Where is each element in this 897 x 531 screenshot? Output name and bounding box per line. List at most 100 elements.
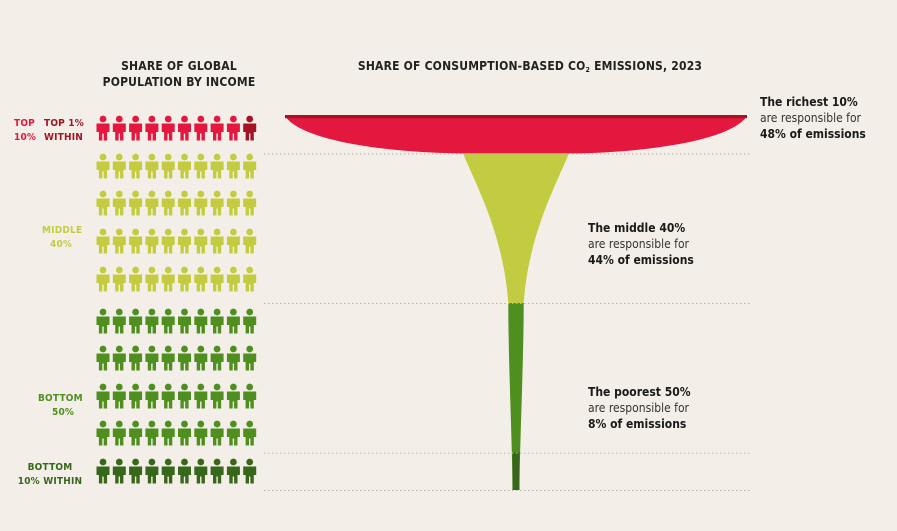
- person-icon: [210, 345, 224, 371]
- person-icon: [210, 228, 224, 254]
- person-icon: [243, 420, 257, 446]
- person-icon: [226, 308, 240, 334]
- person-icon: [96, 345, 110, 371]
- person-icon: [145, 266, 159, 292]
- person-icon: [112, 228, 126, 254]
- person-icon: [161, 115, 175, 141]
- label-middle-line-2: 40%: [50, 239, 73, 250]
- person-icon: [112, 308, 126, 334]
- person-icon: [194, 190, 208, 216]
- person-icon: [112, 458, 126, 484]
- person-icon: [129, 383, 143, 409]
- callout-middle-line-1: The middle 40%: [588, 221, 686, 235]
- funnel-band-top-1: [285, 115, 747, 119]
- population-chart-title: SHARE OF GLOBAL POPULATION BY INCOME: [96, 58, 262, 90]
- funnel-band-bottom-10: [512, 452, 520, 490]
- callout-poorest-line-3: 8% of emissions: [588, 417, 687, 431]
- person-icon: [210, 153, 224, 179]
- person-icon: [112, 153, 126, 179]
- person-icon: [129, 308, 143, 334]
- label-bottom-10-line-2: 10% WITHIN: [17, 476, 83, 487]
- person-icon: [112, 115, 126, 141]
- label-middle-line-1: MIDDLE: [42, 225, 83, 236]
- person-icon: [129, 228, 143, 254]
- emissions-title-pre: SHARE OF CONSUMPTION-BASED CO: [357, 59, 586, 73]
- person-icon: [96, 153, 110, 179]
- person-icon: [194, 266, 208, 292]
- label-top-10-line-2: 10%: [14, 132, 37, 143]
- callout-richest: The richest 10% are responsible for 48% …: [760, 94, 866, 142]
- emissions-funnel: [285, 115, 747, 490]
- guide-lines: [264, 153, 752, 491]
- person-icon: [226, 383, 240, 409]
- person-icon: [145, 420, 159, 446]
- person-icon: [194, 420, 208, 446]
- person-icon: [243, 458, 257, 484]
- person-icon: [210, 115, 224, 141]
- person-icon: [226, 458, 240, 484]
- person-icon: [226, 266, 240, 292]
- person-icon: [194, 458, 208, 484]
- emissions-chart-title: SHARE OF CONSUMPTION-BASED CO2 EMISSIONS…: [330, 58, 730, 78]
- label-bottom-10-within: BOTTOM 10% WITHIN: [16, 461, 84, 489]
- person-icon: [243, 190, 257, 216]
- person-icon: [178, 308, 191, 334]
- person-icon: [161, 228, 175, 254]
- person-icon: [178, 345, 191, 371]
- label-top-1-line-1: TOP 1%: [44, 118, 84, 129]
- person-icon: [226, 153, 240, 179]
- population-title-line-1: SHARE OF GLOBAL: [121, 59, 237, 73]
- person-icon: [145, 228, 159, 254]
- person-icon: [145, 115, 159, 141]
- person-icon: [194, 115, 208, 141]
- population-grid: [96, 115, 257, 484]
- callout-richest-line-1: The richest 10%: [760, 95, 858, 109]
- person-icon: [161, 458, 175, 484]
- label-top-10-line-1: TOP: [14, 118, 35, 129]
- person-icon: [112, 420, 126, 446]
- person-icon: [161, 266, 175, 292]
- person-icon: [161, 383, 175, 409]
- label-top-1-within: TOP 1% WITHIN: [44, 117, 84, 145]
- person-icon: [226, 190, 240, 216]
- person-icon: [96, 383, 110, 409]
- person-icon: [178, 115, 191, 141]
- person-icon: [243, 266, 257, 292]
- person-icon: [178, 266, 191, 292]
- person-icon: [243, 383, 257, 409]
- emissions-title-post: EMISSIONS, 2023: [590, 59, 703, 73]
- person-icon: [129, 345, 143, 371]
- person-icon: [194, 228, 208, 254]
- person-icon: [129, 458, 143, 484]
- person-icon: [178, 420, 191, 446]
- callout-middle: The middle 40% are responsible for 44% o…: [588, 220, 694, 268]
- person-icon: [226, 115, 240, 141]
- label-middle-40: MIDDLE 40%: [42, 224, 82, 252]
- person-icon: [129, 153, 143, 179]
- person-icon: [243, 153, 257, 179]
- person-icon: [178, 228, 191, 254]
- person-icon: [96, 420, 110, 446]
- person-icon: [161, 153, 175, 179]
- callout-richest-line-3: 48% of emissions: [760, 127, 866, 141]
- person-icon: [243, 308, 257, 334]
- person-icon: [194, 308, 208, 334]
- callout-poorest: The poorest 50% are responsible for 8% o…: [588, 384, 691, 432]
- funnel-band-top-10: [285, 116, 747, 154]
- person-icon: [178, 383, 191, 409]
- person-icon: [96, 115, 110, 141]
- person-icon: [210, 420, 224, 446]
- person-icon: [194, 383, 208, 409]
- person-icon: [129, 266, 143, 292]
- label-bottom-50: BOTTOM 50%: [38, 392, 83, 420]
- person-icon: [145, 153, 159, 179]
- callout-middle-line-3: 44% of emissions: [588, 253, 694, 267]
- person-icon: [96, 266, 110, 292]
- person-icon: [161, 345, 175, 371]
- person-icon: [112, 190, 126, 216]
- person-icon: [178, 153, 191, 179]
- person-icon: [145, 308, 159, 334]
- person-icon: [161, 190, 175, 216]
- person-icon: [226, 345, 240, 371]
